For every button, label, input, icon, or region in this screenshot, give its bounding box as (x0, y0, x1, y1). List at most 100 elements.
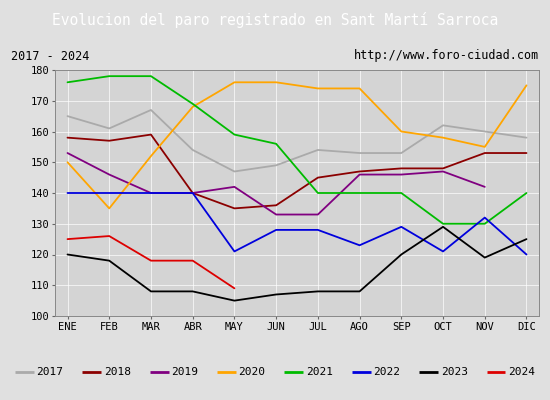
2019 (273, 212, 279, 217)
2020 (106, 206, 113, 211)
2020 (481, 144, 488, 149)
2017 (398, 151, 405, 156)
2018 (440, 166, 447, 171)
Line: 2021: 2021 (68, 76, 526, 224)
2020 (147, 154, 154, 158)
2017 (189, 148, 196, 152)
2018 (64, 135, 71, 140)
2021 (106, 74, 113, 78)
Line: 2020: 2020 (68, 82, 526, 208)
2019 (231, 184, 238, 189)
2021 (147, 74, 154, 78)
2017 (523, 135, 530, 140)
2022 (147, 191, 154, 196)
2024 (189, 258, 196, 263)
2023 (398, 252, 405, 257)
Text: 2017: 2017 (36, 367, 63, 377)
2019 (356, 172, 363, 177)
Line: 2018: 2018 (68, 134, 526, 208)
Line: 2023: 2023 (68, 227, 526, 301)
2018 (315, 175, 321, 180)
2022 (440, 249, 447, 254)
2017 (440, 123, 447, 128)
2024 (106, 234, 113, 238)
2020 (440, 135, 447, 140)
2021 (64, 80, 71, 85)
Text: Evolucion del paro registrado en Sant Martí Sarroca: Evolucion del paro registrado en Sant Ma… (52, 12, 498, 28)
2021 (315, 191, 321, 196)
2018 (398, 166, 405, 171)
2017 (315, 148, 321, 152)
2023 (189, 289, 196, 294)
2020 (356, 86, 363, 91)
2021 (523, 191, 530, 196)
2021 (189, 102, 196, 106)
2022 (231, 249, 238, 254)
2022 (356, 243, 363, 248)
2021 (273, 141, 279, 146)
2023 (273, 292, 279, 297)
2019 (147, 191, 154, 196)
2019 (64, 151, 71, 156)
Text: 2018: 2018 (104, 367, 131, 377)
2017 (64, 114, 71, 118)
Line: 2019: 2019 (68, 153, 485, 214)
2020 (64, 160, 71, 165)
2018 (231, 206, 238, 211)
2021 (440, 221, 447, 226)
Line: 2024: 2024 (68, 236, 234, 288)
2023 (440, 224, 447, 229)
2018 (273, 203, 279, 208)
Text: 2024: 2024 (508, 367, 535, 377)
2019 (398, 172, 405, 177)
2024 (64, 237, 71, 242)
2023 (356, 289, 363, 294)
2017 (147, 108, 154, 112)
2017 (231, 169, 238, 174)
2019 (106, 172, 113, 177)
2020 (523, 83, 530, 88)
2020 (189, 104, 196, 109)
2023 (481, 255, 488, 260)
2017 (356, 151, 363, 156)
2020 (231, 80, 238, 85)
2023 (523, 237, 530, 242)
2022 (64, 191, 71, 196)
2022 (398, 224, 405, 229)
Text: 2017 - 2024: 2017 - 2024 (11, 50, 89, 62)
2022 (481, 215, 488, 220)
2019 (315, 212, 321, 217)
Text: 2021: 2021 (306, 367, 333, 377)
Line: 2017: 2017 (68, 110, 526, 172)
2018 (106, 138, 113, 143)
2019 (481, 184, 488, 189)
2018 (189, 191, 196, 196)
2018 (147, 132, 154, 137)
2021 (231, 132, 238, 137)
2023 (147, 289, 154, 294)
Text: 2019: 2019 (171, 367, 198, 377)
2023 (315, 289, 321, 294)
2018 (523, 151, 530, 156)
Line: 2022: 2022 (68, 193, 526, 254)
2017 (106, 126, 113, 131)
2022 (273, 228, 279, 232)
2018 (481, 151, 488, 156)
2019 (189, 191, 196, 196)
2021 (481, 221, 488, 226)
2017 (481, 129, 488, 134)
2020 (315, 86, 321, 91)
2020 (398, 129, 405, 134)
2021 (398, 191, 405, 196)
Text: 2023: 2023 (441, 367, 468, 377)
2022 (106, 191, 113, 196)
2020 (273, 80, 279, 85)
2023 (106, 258, 113, 263)
2022 (315, 228, 321, 232)
2017 (273, 163, 279, 168)
2023 (231, 298, 238, 303)
2021 (356, 191, 363, 196)
2023 (64, 252, 71, 257)
Text: 2022: 2022 (373, 367, 400, 377)
2018 (356, 169, 363, 174)
